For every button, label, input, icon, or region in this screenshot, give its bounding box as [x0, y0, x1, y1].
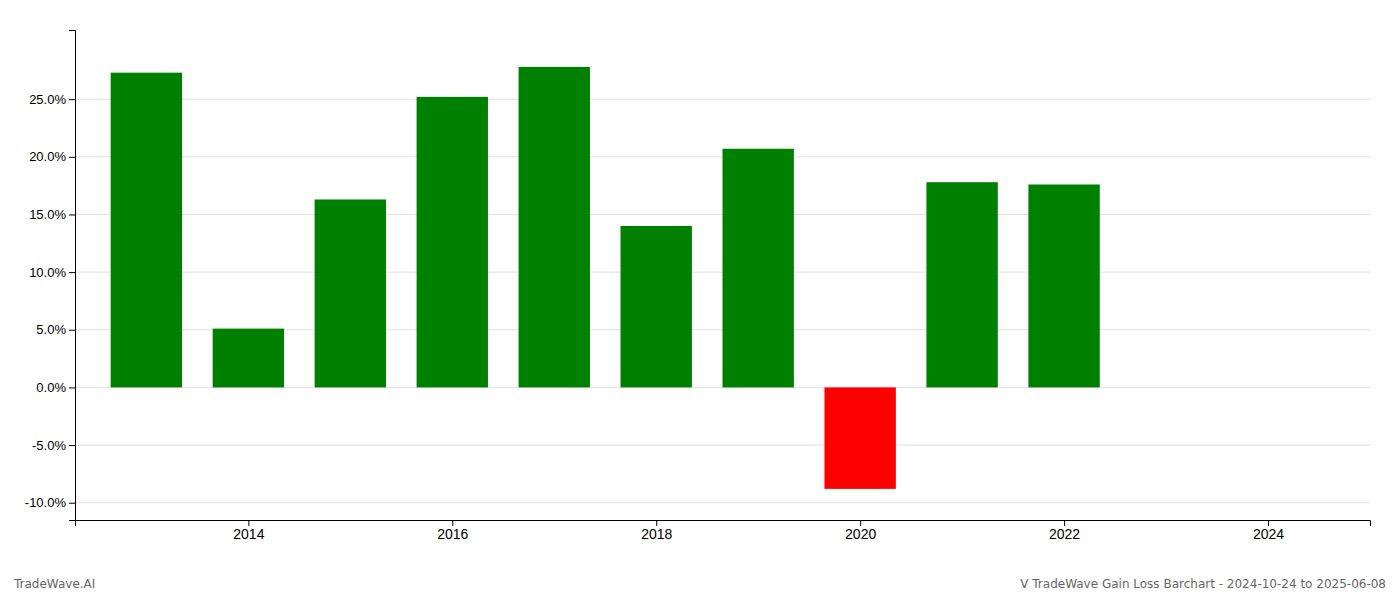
bar: [111, 73, 182, 388]
y-tick-label: 25.0%: [29, 92, 66, 107]
y-tick: 20.0%: [29, 149, 75, 164]
x-tick-label: 2024: [1253, 526, 1284, 542]
bar: [824, 387, 895, 488]
y-axis-line: [69, 31, 76, 521]
grid-line: [75, 99, 1370, 100]
y-tick-mark: [69, 99, 75, 100]
x-tick: 2022: [1049, 520, 1080, 542]
y-tick-label: -10.0%: [25, 495, 67, 510]
y-tick: -10.0%: [25, 495, 75, 510]
y-tick-mark: [69, 157, 75, 158]
bar: [315, 199, 386, 387]
bar: [723, 149, 794, 388]
y-tick-label: 20.0%: [29, 149, 66, 164]
x-tick: 2016: [437, 520, 468, 542]
x-tick: 2018: [641, 520, 672, 542]
y-tick-mark: [69, 445, 75, 446]
bar: [519, 67, 590, 388]
bar: [417, 97, 488, 388]
grid-line: [75, 445, 1370, 446]
bar: [621, 226, 692, 387]
x-tick: 2020: [845, 520, 876, 542]
x-tick-label: 2018: [641, 526, 672, 542]
y-tick-mark: [69, 503, 75, 504]
y-tick-mark: [69, 214, 75, 215]
y-tick: 10.0%: [29, 265, 75, 280]
y-tick-mark: [69, 330, 75, 331]
y-tick: 5.0%: [36, 322, 75, 337]
x-tick-label: 2014: [233, 526, 264, 542]
y-axis: -10.0% -5.0% 0.0% 5.0% 10.0% 15.0% 20.0% 25.0%: [25, 31, 76, 521]
grid-line: [75, 502, 1370, 503]
x-axis-line: [76, 521, 1371, 527]
y-tick-label: 15.0%: [29, 207, 66, 222]
plot: -10.0% -5.0% 0.0% 5.0% 10.0% 15.0% 20.0% 25.0% 2…: [25, 31, 1371, 542]
bars: [111, 67, 1100, 489]
x-tick: 2014: [233, 520, 264, 542]
y-tick: 0.0%: [36, 380, 75, 395]
y-tick-label: -5.0%: [32, 438, 66, 453]
x-tick-label: 2016: [437, 526, 468, 542]
y-tick-label: 10.0%: [29, 265, 66, 280]
footer-text: V TradeWave Gain Loss Barchart - 2024-10…: [1020, 577, 1386, 591]
grid: [75, 99, 1370, 503]
y-tick-label: 5.0%: [36, 322, 66, 337]
y-tick: -5.0%: [32, 438, 75, 453]
y-tick-mark: [69, 272, 75, 273]
bar: [1028, 184, 1099, 387]
bar: [213, 329, 284, 388]
bar: [926, 182, 997, 387]
x-tick: 2024: [1253, 520, 1284, 542]
x-tick-label: 2020: [845, 526, 876, 542]
y-tick-mark: [69, 387, 75, 388]
y-tick-label: 0.0%: [36, 380, 66, 395]
y-tick: 25.0%: [29, 92, 75, 107]
chart: -10.0% -5.0% 0.0% 5.0% 10.0% 15.0% 20.0% 25.0% 2…: [0, 0, 1400, 600]
x-tick-label: 2022: [1049, 526, 1080, 542]
footer-text: TradeWave.AI: [13, 577, 95, 591]
x-axis: 2014 2016 2018 2020 2022 2024: [76, 520, 1371, 542]
y-tick: 15.0%: [29, 207, 75, 222]
